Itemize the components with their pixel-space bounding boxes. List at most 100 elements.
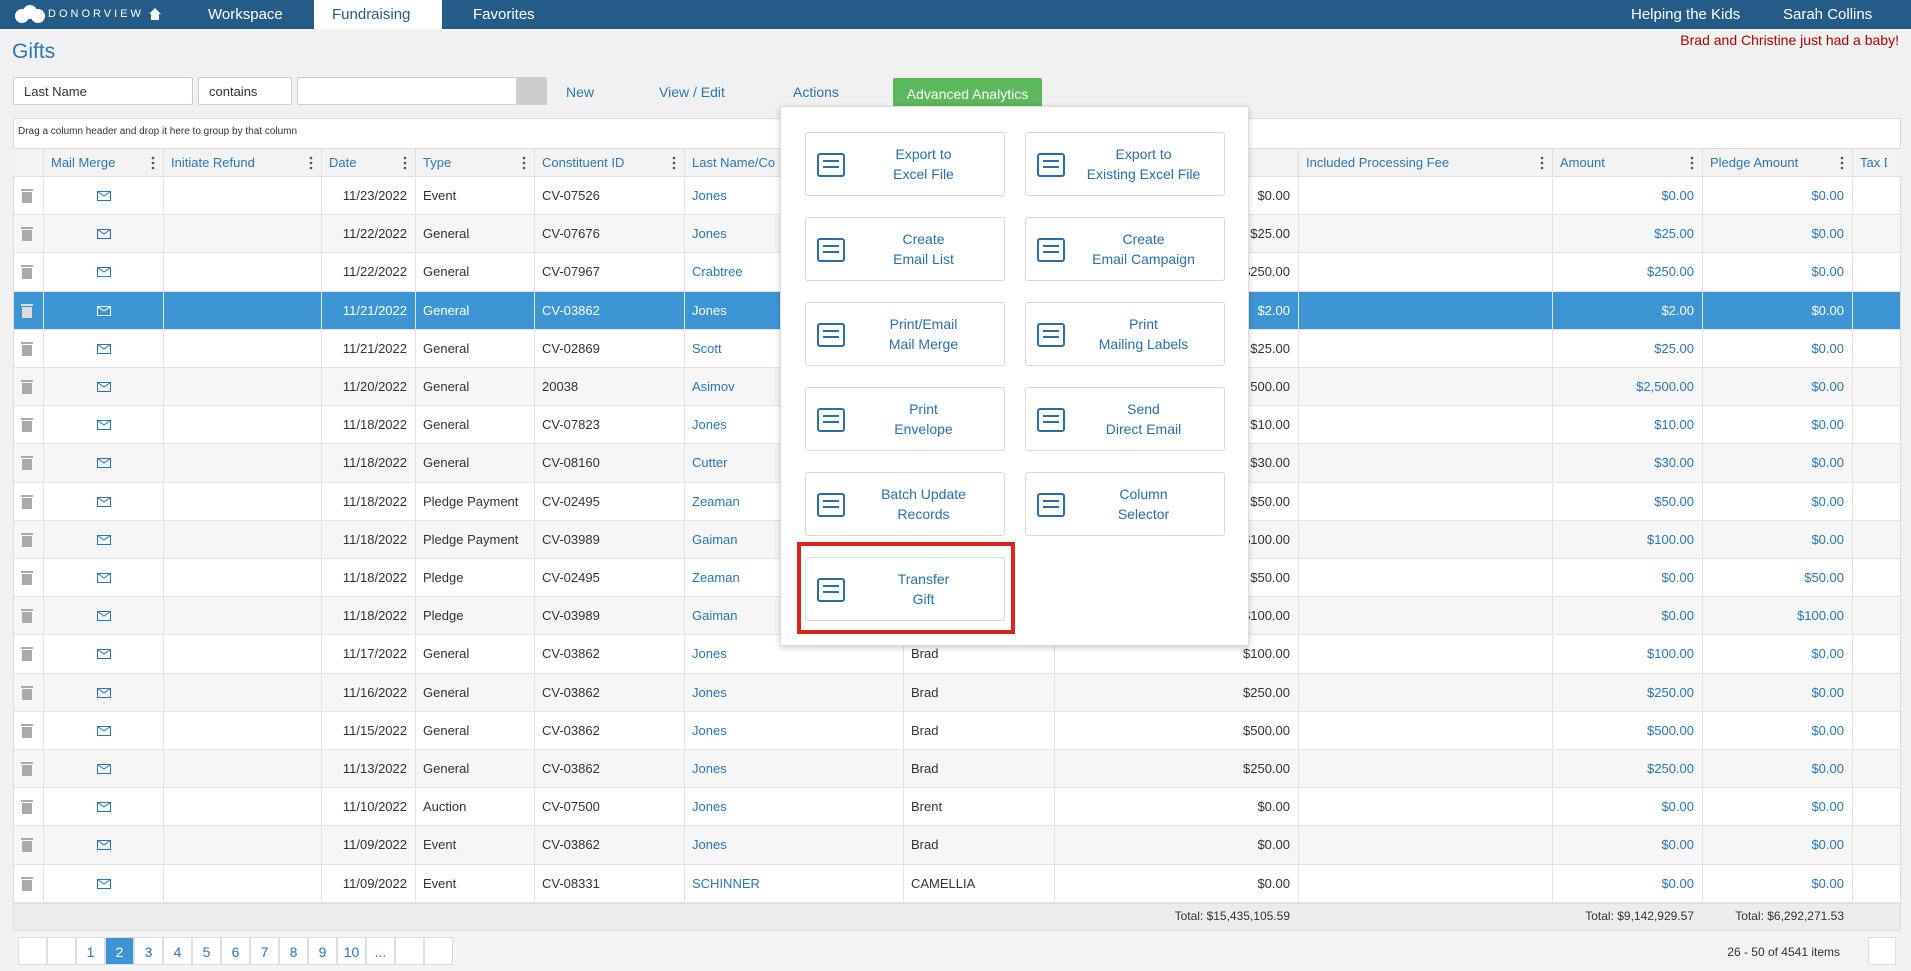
pager-nav[interactable] [424, 937, 453, 965]
page-button[interactable]: 8 [279, 937, 308, 965]
page-button[interactable]: 3 [134, 937, 163, 965]
cell-type: Auction [423, 799, 467, 815]
cell-type: Event [423, 875, 457, 891]
toolbar-button[interactable]: View / Edit [659, 84, 725, 100]
column-header[interactable]: Date [329, 155, 357, 170]
page-button[interactable]: ... [366, 937, 395, 965]
cell-last-name[interactable]: SCHINNER [692, 875, 760, 891]
cell-last-name[interactable]: Gaiman [692, 531, 738, 547]
cell-amount: $0.00 [1661, 837, 1694, 853]
cell-last-name[interactable]: Jones [692, 302, 727, 318]
page-button[interactable]: 7 [250, 937, 279, 965]
action-item[interactable]: Transfer Gift [805, 557, 1005, 621]
cell-last-name[interactable]: Jones [692, 761, 727, 776]
cell-last-name[interactable]: Scott [692, 340, 722, 356]
nav-menu[interactable]: Favorites [473, 6, 535, 23]
column-header[interactable]: Amount [1560, 155, 1605, 170]
page-button[interactable]: 5 [192, 937, 221, 965]
page-button[interactable]: 10 [337, 937, 366, 965]
cell-last-name[interactable]: Jones [692, 684, 727, 700]
cell-type: General [423, 761, 470, 776]
cell-pledge-amount: $0.00 [1811, 302, 1844, 318]
cell-last-name[interactable]: Asimov [692, 379, 735, 394]
pager-nav[interactable] [395, 937, 424, 965]
action-item[interactable]: Print Envelope [805, 387, 1005, 451]
cell-last-name[interactable]: Jones [692, 226, 727, 242]
cell-last-name[interactable]: Cutter [692, 455, 728, 471]
nav-menu[interactable]: Fundraising [332, 6, 411, 23]
toolbar-button[interactable]: Actions [793, 84, 839, 100]
cell-date: 11/21/2022 [342, 302, 407, 318]
refresh-button[interactable] [1868, 937, 1896, 965]
nav-menu[interactable]: Workspace [208, 6, 283, 23]
mail-merge-icon [97, 687, 111, 698]
action-label: Export to [1115, 146, 1172, 162]
cell-total: $25.00 [1250, 340, 1290, 356]
pager-nav[interactable] [47, 937, 76, 965]
filter-field[interactable]: Last Name [13, 77, 193, 105]
action-icon [817, 323, 845, 347]
home-icon[interactable] [148, 7, 162, 21]
cell-last-name[interactable]: Jones [692, 837, 727, 853]
cell-amount: $2,500.00 [1636, 379, 1694, 394]
page-button[interactable]: 2 [105, 937, 134, 965]
cell-last-name[interactable]: Jones [692, 799, 727, 815]
action-item[interactable]: Export to Existing Excel File [1025, 132, 1225, 196]
cell-last-name[interactable]: Zeaman [692, 493, 740, 509]
cell-first-name: CAMELLIA [911, 875, 976, 891]
action-item[interactable]: Export to Excel File [805, 132, 1005, 196]
toolbar-button[interactable]: New [566, 84, 595, 100]
action-item[interactable]: Send Direct Email [1025, 387, 1225, 451]
cell-last-name[interactable]: Jones [692, 646, 727, 662]
account-menu[interactable]: Sarah Collins [1783, 6, 1873, 23]
column-menu-icon [151, 156, 155, 170]
action-item[interactable]: Print Mailing Labels [1025, 302, 1225, 366]
cell-last-name[interactable]: Jones [692, 722, 727, 738]
cell-constituent-id: CV-07676 [542, 226, 600, 242]
cell-constituent-id: CV-03862 [542, 761, 600, 776]
action-label: Gift [912, 591, 935, 607]
action-icon [817, 493, 845, 517]
page-button[interactable]: 1 [76, 937, 105, 965]
page-button[interactable]: 9 [308, 937, 337, 965]
cell-last-name[interactable]: Gaiman [692, 608, 738, 624]
cell-amount: $0.00 [1661, 570, 1694, 585]
column-header[interactable]: Pledge Amount [1710, 155, 1799, 170]
cell-last-name[interactable]: Zeaman [692, 570, 740, 585]
search-button[interactable] [517, 77, 547, 105]
action-item[interactable]: Create Email List [805, 217, 1005, 281]
filter-operator[interactable]: contains [198, 77, 292, 105]
cell-last-name[interactable]: Crabtree [692, 264, 743, 280]
pager-nav[interactable] [18, 937, 47, 965]
cell-date: 11/20/2022 [342, 379, 407, 394]
mail-merge-icon [97, 267, 111, 278]
filter-input[interactable] [297, 77, 517, 105]
cell-amount: $25.00 [1654, 226, 1694, 242]
column-header[interactable]: Tax De [1860, 155, 1887, 170]
column-header[interactable]: Included Processing Fee [1306, 155, 1450, 170]
account-menu[interactable]: Helping the Kids [1631, 6, 1741, 23]
cell-date: 11/09/2022 [342, 875, 407, 891]
action-item[interactable]: Print/Email Mail Merge [805, 302, 1005, 366]
page-button[interactable]: 6 [221, 937, 250, 965]
cell-date: 11/17/2022 [342, 646, 407, 662]
column-header[interactable]: Type [423, 155, 452, 170]
highlight-box [797, 542, 1015, 634]
cell-pledge-amount: $50.00 [1804, 570, 1844, 585]
column-header[interactable]: Mail Merge [51, 155, 116, 170]
action-item[interactable]: Create Email Campaign [1025, 217, 1225, 281]
column-menu-icon [309, 156, 313, 170]
cell-last-name[interactable]: Jones [692, 417, 727, 433]
column-header[interactable]: Initiate Refund [171, 155, 255, 170]
column-header[interactable]: Constituent ID [542, 155, 625, 170]
column-header[interactable]: Last Name/Co [692, 155, 776, 170]
action-item[interactable]: Column Selector [1025, 472, 1225, 536]
page-button[interactable]: 4 [163, 937, 192, 965]
toolbar-button[interactable]: Advanced Analytics [893, 78, 1042, 110]
grid-row [14, 864, 1900, 903]
mail-merge-icon [97, 802, 111, 813]
action-item[interactable]: Batch Update Records [805, 472, 1005, 536]
cell-date: 11/13/2022 [342, 761, 407, 776]
cell-total: $25.00 [1250, 226, 1290, 242]
cell-last-name[interactable]: Jones [692, 188, 727, 203]
